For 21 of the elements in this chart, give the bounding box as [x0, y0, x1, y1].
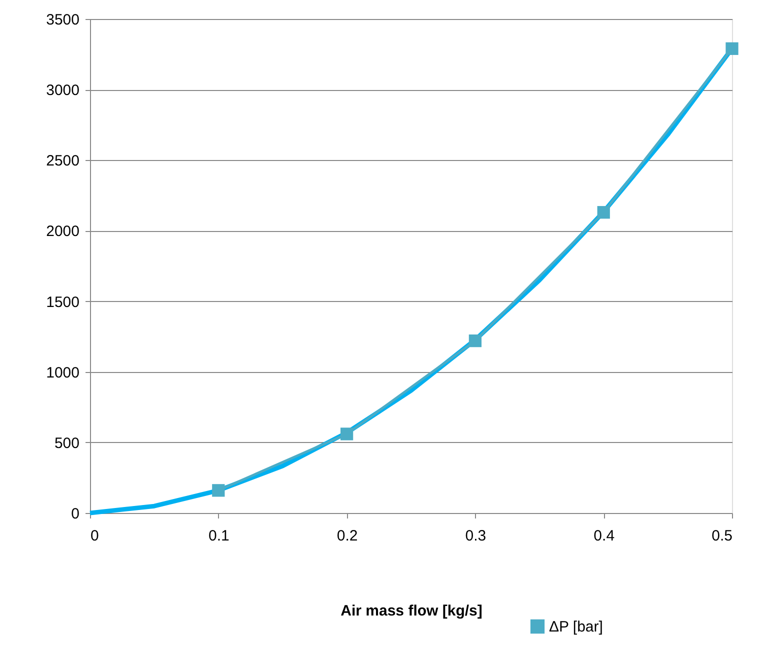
x-tick-label: 0.5	[712, 528, 732, 544]
y-tick-label: 2500	[46, 152, 80, 170]
y-tick-label: 1000	[46, 364, 80, 382]
y-tick-label: 3500	[46, 12, 80, 28]
y-tick-label: 3000	[46, 82, 80, 100]
legend-label: ΔP [bar]	[549, 618, 603, 636]
x-axis-title: Air mass flow [kg/s]	[340, 602, 482, 620]
x-tick-label: 0.2	[336, 528, 358, 544]
x-tick-label: 0.3	[465, 528, 486, 544]
y-tick-label: 0	[71, 506, 80, 522]
point	[340, 428, 354, 440]
x-tick-label: 0.1	[208, 528, 230, 544]
point	[597, 206, 610, 219]
point	[468, 334, 482, 348]
x-tick-label: 0	[90, 528, 99, 544]
y-tick-label: 1500	[46, 294, 80, 311]
y-tick-label: 2000	[46, 223, 80, 240]
point	[726, 42, 738, 55]
x-tick-label: 0.4	[594, 528, 615, 544]
point	[212, 484, 225, 497]
y-tick-label: 500	[54, 434, 80, 452]
